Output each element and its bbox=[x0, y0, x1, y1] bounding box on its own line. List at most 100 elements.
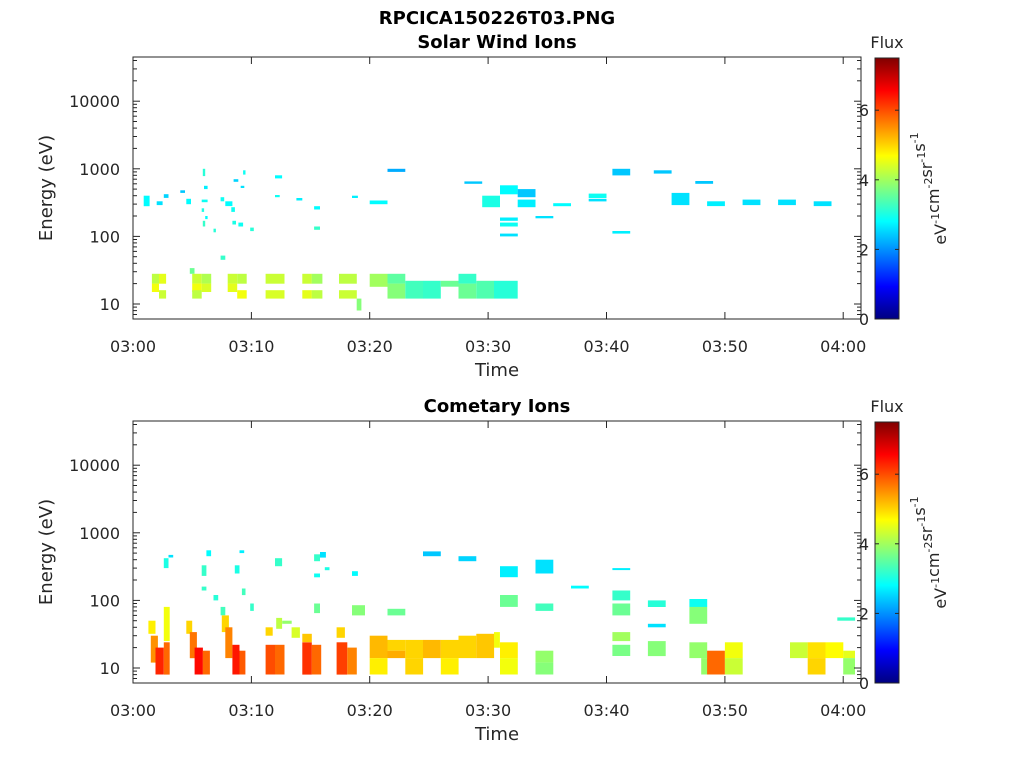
y-tick-label: 1000 bbox=[79, 524, 120, 543]
flux-cell bbox=[204, 185, 208, 190]
flux-cell bbox=[535, 662, 554, 675]
flux-cell bbox=[201, 586, 207, 591]
flux-cell bbox=[387, 168, 406, 172]
flux-cell bbox=[612, 632, 631, 642]
colorbar-tick-label: 6 bbox=[859, 101, 869, 120]
flux-cell bbox=[612, 168, 631, 176]
flux-cell bbox=[206, 550, 212, 557]
flux-cell bbox=[458, 556, 477, 562]
flux-cell bbox=[231, 207, 235, 212]
flux-cell bbox=[671, 192, 690, 206]
flux-cell bbox=[265, 290, 285, 299]
x-tick-label: 03:00 bbox=[110, 701, 156, 720]
flux-cell bbox=[311, 644, 322, 675]
flux-cell bbox=[535, 216, 554, 219]
flux-cell bbox=[314, 226, 320, 230]
flux-cell bbox=[275, 175, 283, 179]
colorbar bbox=[874, 57, 900, 320]
flux-cell bbox=[423, 280, 441, 299]
colorbar-title: Flux bbox=[870, 33, 903, 52]
flux-cell bbox=[707, 650, 725, 675]
flux-cell bbox=[352, 195, 358, 198]
flux-cell bbox=[790, 642, 808, 659]
flux-cell bbox=[163, 642, 170, 675]
flux-cell bbox=[265, 627, 273, 636]
colorbar-tick-label: 4 bbox=[859, 171, 869, 190]
colorbar-tick-label: 0 bbox=[859, 310, 869, 329]
flux-cell bbox=[458, 273, 477, 284]
flux-cell bbox=[458, 283, 477, 299]
flux-cell bbox=[186, 620, 193, 634]
flux-cell bbox=[163, 194, 169, 198]
flux-cell bbox=[369, 658, 388, 675]
flux-cell bbox=[201, 283, 212, 292]
flux-cell bbox=[724, 658, 743, 675]
flux-cell bbox=[192, 273, 202, 284]
x-ticks bbox=[132, 421, 844, 683]
flux-cell bbox=[220, 197, 225, 202]
y-tick-label: 10 bbox=[100, 659, 120, 678]
flux-cell bbox=[201, 199, 208, 203]
flux-cell bbox=[234, 565, 240, 574]
flux-cell bbox=[517, 199, 536, 208]
flux-cell bbox=[347, 647, 357, 675]
flux-cell bbox=[186, 198, 191, 205]
flux-cell bbox=[237, 290, 247, 299]
flux-cell bbox=[500, 217, 518, 221]
y-tick-label: 1000 bbox=[79, 160, 120, 179]
flux-cell bbox=[387, 608, 406, 616]
spectrogram-cells bbox=[143, 168, 832, 311]
flux-cell bbox=[302, 642, 312, 675]
flux-cell bbox=[156, 201, 163, 206]
flux-cell bbox=[155, 647, 164, 675]
y-tick-label: 100 bbox=[89, 591, 120, 610]
flux-cell bbox=[464, 181, 483, 184]
flux-cell bbox=[192, 283, 202, 292]
flux-cell bbox=[314, 554, 320, 562]
x-axis-label: Time bbox=[474, 360, 519, 381]
flux-cell bbox=[302, 290, 312, 299]
colorbar bbox=[874, 421, 900, 684]
plot-area bbox=[133, 57, 861, 319]
flux-cell bbox=[201, 208, 205, 212]
flux-cell bbox=[825, 642, 844, 659]
flux-cell bbox=[276, 617, 283, 629]
y-ticks bbox=[133, 424, 861, 684]
flux-cell bbox=[494, 280, 518, 299]
flux-cell bbox=[369, 635, 388, 659]
flux-cell bbox=[689, 606, 708, 624]
flux-cell bbox=[588, 198, 607, 202]
flux-cell bbox=[163, 606, 170, 642]
flux-cell bbox=[458, 635, 477, 659]
colorbar-tick-label: 0 bbox=[859, 674, 869, 693]
flux-cell bbox=[612, 603, 631, 616]
flux-cell bbox=[369, 200, 388, 205]
flux-cell bbox=[387, 283, 406, 299]
y-ticks bbox=[133, 60, 861, 320]
y-axis-label: Energy (eV) bbox=[36, 499, 57, 605]
flux-cell bbox=[588, 193, 607, 198]
flux-cell bbox=[243, 170, 246, 175]
flux-cell bbox=[202, 650, 210, 675]
flux-cell bbox=[275, 558, 283, 567]
flux-cell bbox=[843, 658, 855, 675]
flux-cell bbox=[189, 632, 197, 659]
flux-cell bbox=[148, 620, 156, 634]
flux-cell bbox=[220, 255, 226, 260]
flux-cell bbox=[227, 283, 238, 292]
flux-cell bbox=[440, 280, 459, 287]
flux-cell bbox=[168, 554, 174, 558]
flux-cell bbox=[314, 573, 320, 578]
flux-cell bbox=[250, 603, 254, 611]
flux-cell bbox=[275, 195, 280, 198]
flux-cell bbox=[494, 632, 500, 648]
flux-cell bbox=[352, 605, 365, 616]
x-tick-label: 03:50 bbox=[702, 701, 748, 720]
flux-cell bbox=[807, 642, 826, 659]
flux-cell bbox=[213, 228, 216, 233]
flux-cell bbox=[314, 603, 320, 614]
flux-cell bbox=[423, 639, 441, 659]
colorbar-tick-label: 6 bbox=[859, 465, 869, 484]
flux-cell bbox=[302, 273, 312, 284]
